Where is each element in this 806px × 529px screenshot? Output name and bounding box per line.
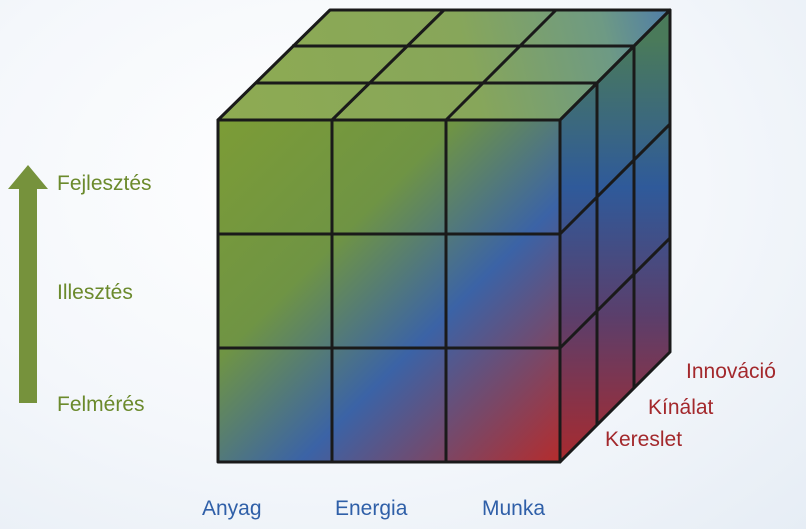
cube-front-face xyxy=(218,120,560,462)
depth-label-kinalat: Kínálat xyxy=(648,396,714,419)
level-label-illesztes: Illesztés xyxy=(57,281,133,304)
depth-label-kereslet: Kereslet xyxy=(605,428,683,451)
level-label-fejlesztes: Fejlesztés xyxy=(57,172,152,195)
up-arrow-icon xyxy=(8,165,48,403)
cube-side-face xyxy=(560,10,670,462)
column-label-energia: Energia xyxy=(335,497,408,520)
cube-top-face xyxy=(218,10,670,120)
level-label-felmeres: Felmérés xyxy=(57,393,145,416)
depth-label-innovacio: Innováció xyxy=(686,360,776,383)
column-label-munka: Munka xyxy=(482,497,546,520)
column-label-anyag: Anyag xyxy=(202,497,262,520)
